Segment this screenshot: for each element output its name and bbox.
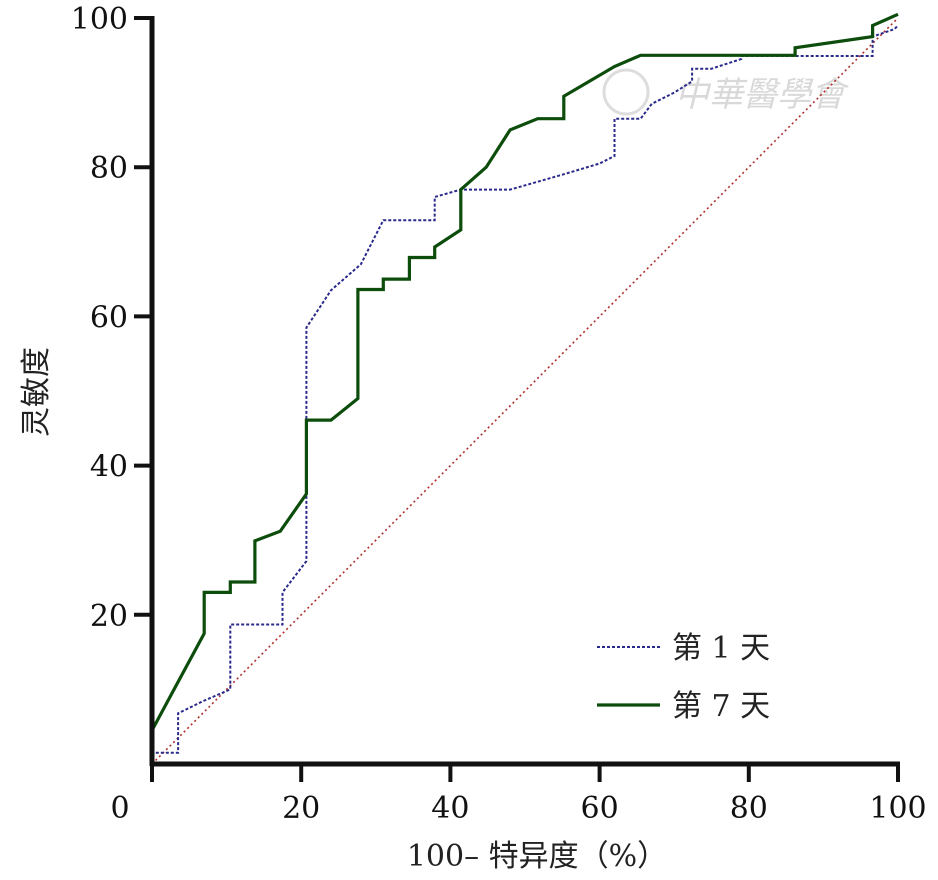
x-tick-label: 100 bbox=[869, 791, 926, 826]
x-tick-label: 80 bbox=[730, 791, 768, 826]
axes bbox=[134, 16, 900, 782]
tick-labels: 0 20 40 60 80 100 20 40 60 80 100 bbox=[71, 2, 927, 826]
series-line-2 bbox=[150, 12, 899, 732]
legend-label-1: 第 1 天 bbox=[672, 631, 770, 666]
x-tick-label: 60 bbox=[581, 791, 619, 826]
legend-label-2: 第 7 天 bbox=[672, 689, 770, 724]
reference-diagonal-line bbox=[151, 17, 899, 765]
x-tick-label: 0 bbox=[110, 791, 129, 826]
x-axis-title: 100– 特异度（%） bbox=[407, 839, 667, 874]
y-tick-label: 80 bbox=[90, 151, 128, 186]
y-tick-label: 20 bbox=[90, 599, 128, 634]
x-tick-label: 20 bbox=[282, 791, 320, 826]
watermark-text: 中華醫學會 bbox=[675, 75, 850, 115]
y-tick-label: 100 bbox=[71, 2, 128, 37]
series-line-1 bbox=[151, 24, 899, 764]
legend: 第 1 天第 7 天 bbox=[597, 631, 770, 724]
x-tick-label: 40 bbox=[431, 791, 469, 826]
y-axis-title: 灵敏度 bbox=[19, 347, 54, 437]
watermark: 中華醫學會 bbox=[602, 68, 850, 116]
series-layer bbox=[150, 12, 899, 764]
y-tick-label: 40 bbox=[90, 450, 128, 485]
reference-line-layer bbox=[151, 17, 899, 765]
y-tick-label: 60 bbox=[90, 300, 128, 335]
